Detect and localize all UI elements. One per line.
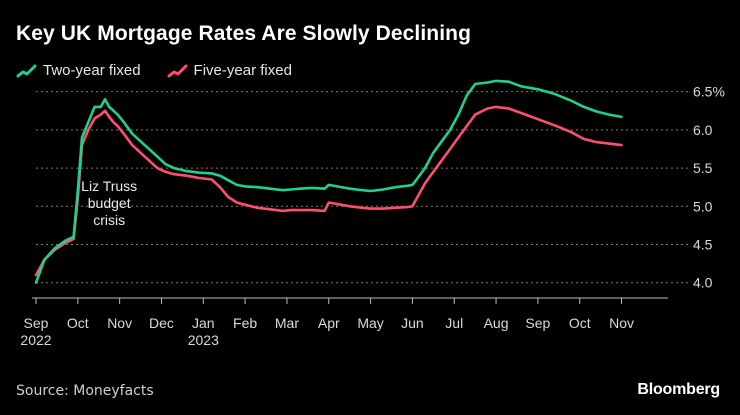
x-tick-label: Aug xyxy=(484,315,509,331)
x-tick-label: Sep xyxy=(525,315,550,331)
legend-label-five-year: Five-year fixed xyxy=(193,62,292,79)
y-tick-label: 6.5% xyxy=(693,84,725,100)
x-tick-label: Apr xyxy=(318,315,340,331)
legend-label-two-year: Two-year fixed xyxy=(43,62,141,79)
series-line-two-year xyxy=(34,79,623,285)
y-tick-label: 6.0 xyxy=(693,122,713,138)
bloomberg-logo: Bloomberg xyxy=(637,381,720,398)
x-tick-label: Jul xyxy=(445,315,463,331)
y-tick-label: 4.0 xyxy=(693,275,713,291)
source-note: Source: Moneyfacts xyxy=(16,383,154,399)
x-tick-label: Nov xyxy=(609,315,634,331)
x-tick-label: Dec xyxy=(149,315,174,331)
x-tick-year-label: 2023 xyxy=(188,332,219,348)
y-tick-label: 5.0 xyxy=(693,198,713,214)
annotation-liz-truss: crisis xyxy=(93,212,125,228)
chart-title: Key UK Mortgage Rates Are Slowly Declini… xyxy=(16,22,472,45)
x-tick-label: Oct xyxy=(569,315,591,331)
legend-swatch-two-year-icon xyxy=(16,64,37,77)
legend-item-two-year: Two-year fixed xyxy=(16,62,141,79)
annotation-liz-truss: budget xyxy=(88,195,131,211)
x-tick-label: Feb xyxy=(233,315,257,331)
x-tick-label: Jun xyxy=(401,315,424,331)
y-tick-label: 4.5 xyxy=(693,237,713,253)
legend-swatch-five-year-icon xyxy=(167,64,188,77)
legend: Two-year fixed Five-year fixed xyxy=(16,62,292,79)
x-tick-label: Sep xyxy=(24,315,49,331)
x-tick-year-label: 2022 xyxy=(20,332,51,348)
x-tick-label: Jan xyxy=(192,315,215,331)
x-tick-label: Mar xyxy=(275,315,299,331)
x-tick-label: May xyxy=(357,315,383,331)
y-tick-label: 5.5 xyxy=(693,160,713,176)
series-line-five-year xyxy=(34,105,623,277)
x-tick-label: Oct xyxy=(67,315,89,331)
annotation-liz-truss: Liz Truss xyxy=(81,178,137,194)
x-tick-label: Nov xyxy=(107,315,132,331)
legend-item-five-year: Five-year fixed xyxy=(167,62,292,79)
